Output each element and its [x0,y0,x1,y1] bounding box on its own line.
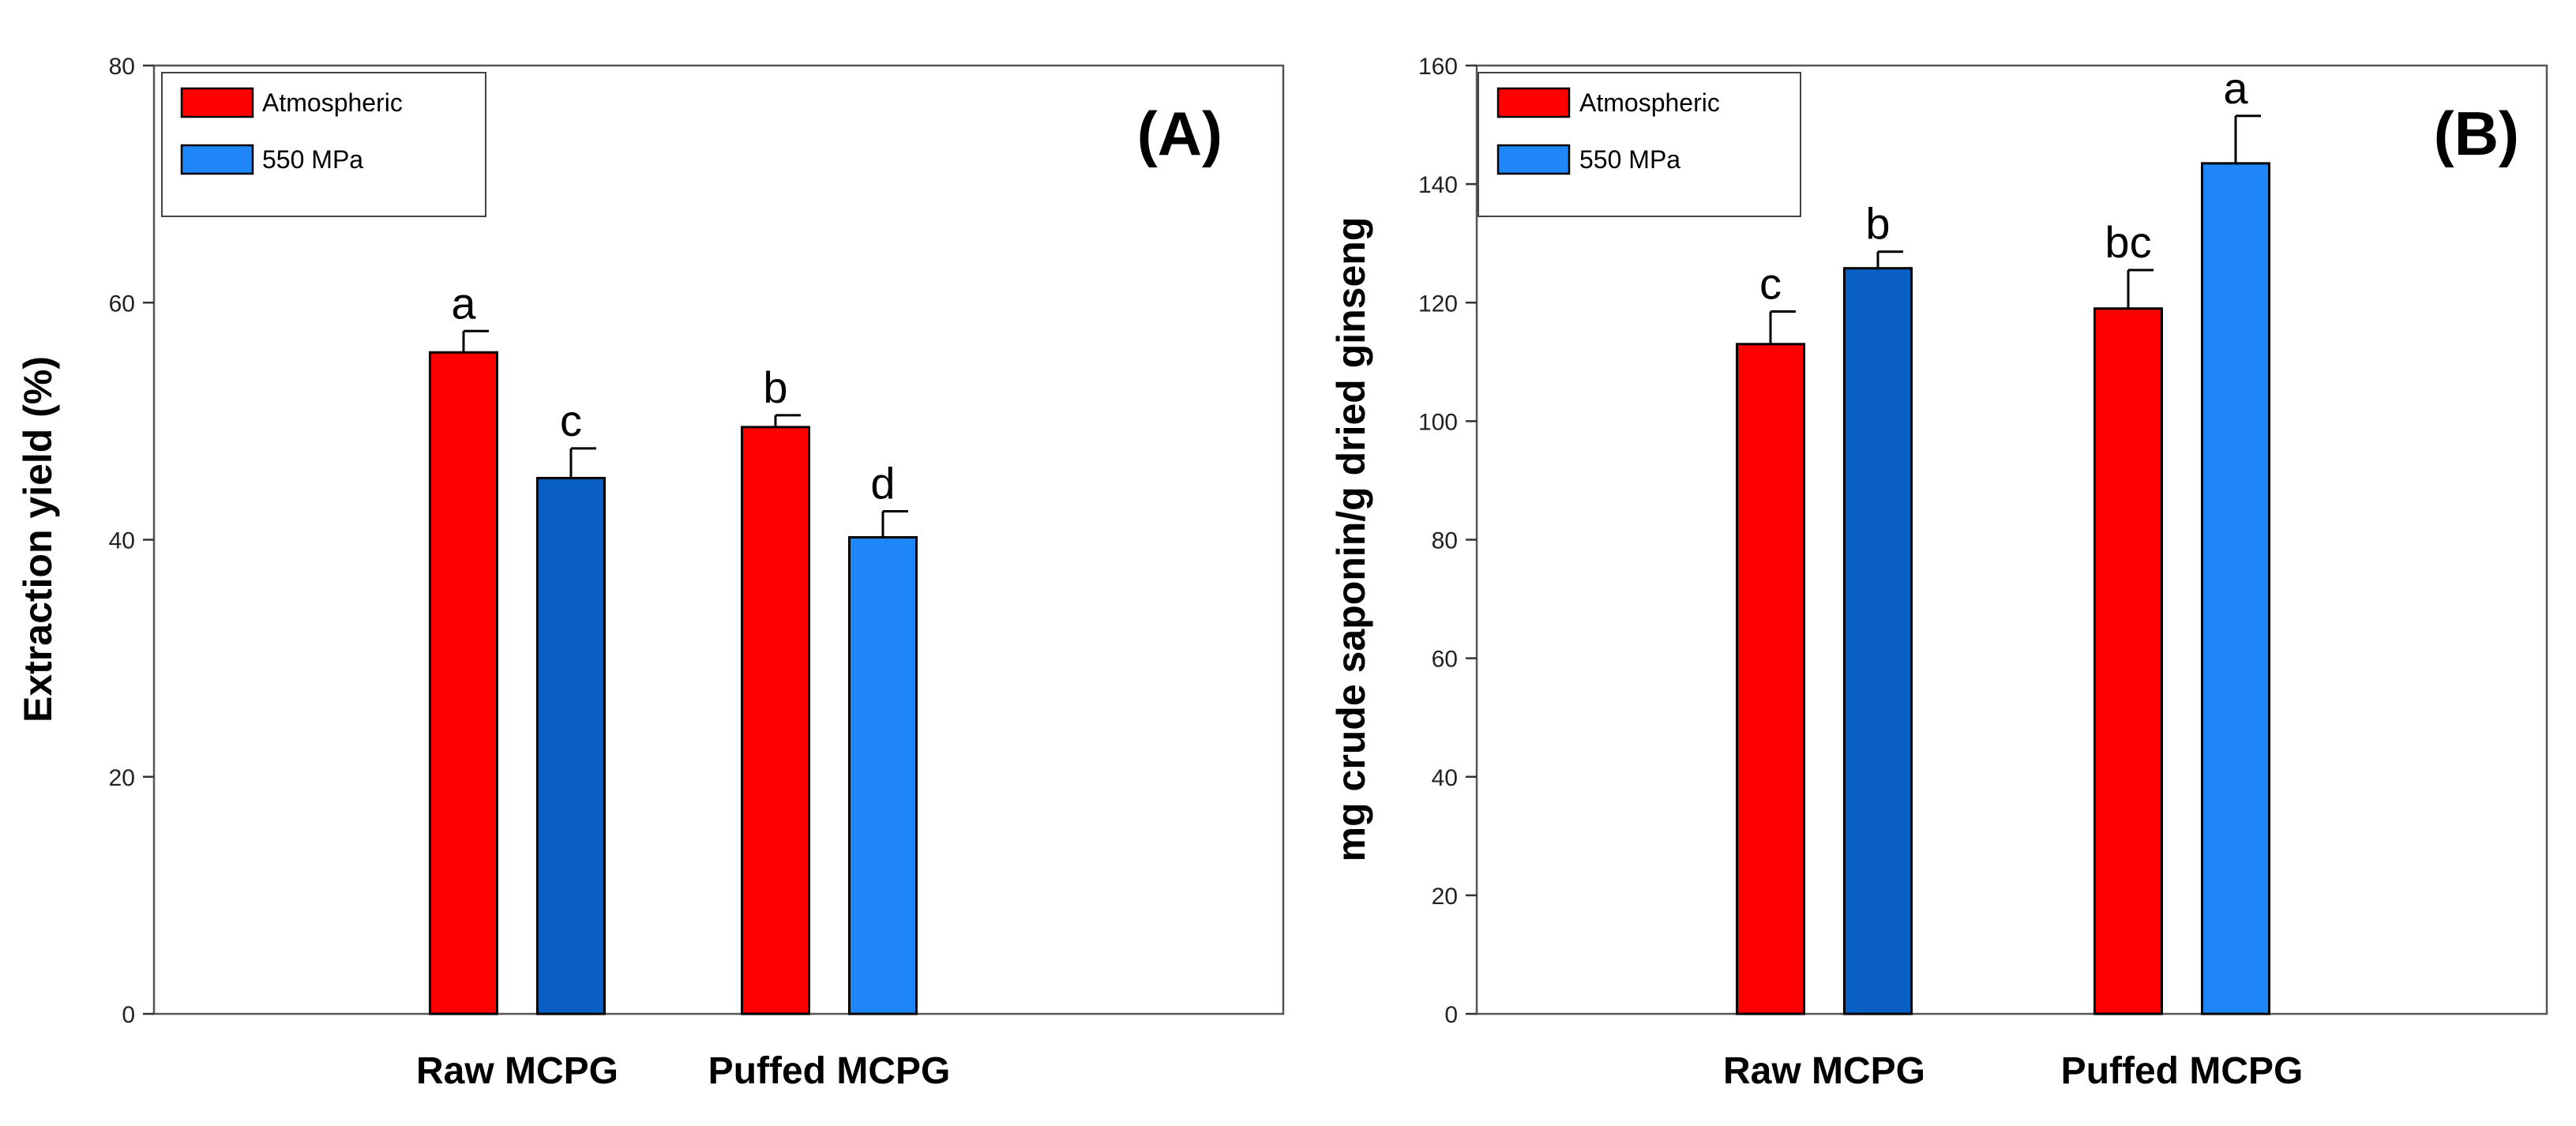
y-tick-label: 0 [1444,1002,1458,1028]
panel-label: (A) [1137,99,1222,168]
y-tick-label: 160 [1418,54,1458,80]
y-tick-label: 80 [109,54,135,80]
legend: Atmospheric 550 MPa [1478,72,1801,217]
y-tick-label: 120 [1418,291,1458,317]
y-tick-label: 100 [1418,409,1458,435]
y-axis-title: mg crude saponin/g dried ginseng [1329,217,1373,862]
legend-swatch [180,87,254,118]
legend: Atmospheric 550 MPa [161,72,486,217]
legend-swatch [1496,87,1571,118]
x-category-label: Raw MCPG [1723,1050,1925,1092]
y-axis-title: Extraction yield (%) [16,356,60,723]
bar [1736,343,1805,1015]
chart-panel-b: 0 20 40 60 80 100 120 140 160 mg crude saponin/g … [1329,54,2548,1092]
y-tick-label: 0 [122,1002,135,1028]
bar [536,476,606,1015]
significance-label: bc [2105,217,2151,267]
y-tick-label: 20 [1432,884,1458,910]
y-tick-label: 60 [1432,647,1458,673]
legend-label: Atmospheric [262,88,403,117]
y-tick-label: 140 [1418,172,1458,198]
y-tick-label: 80 [1432,528,1458,554]
y-tick-label: 60 [109,291,135,317]
bar [2201,162,2270,1015]
significance-label: b [763,362,787,412]
significance-label: a [2223,63,2248,113]
y-tick-label: 40 [1432,765,1458,791]
y-tick-label: 40 [109,528,135,554]
significance-label: a [451,278,476,328]
legend-label: Atmospheric [1579,88,1720,117]
bar [429,351,498,1015]
significance-label: c [1759,259,1782,309]
significance-label: b [1865,199,1890,249]
significance-label: c [560,396,582,445]
y-tick-label: 20 [109,765,135,791]
x-category-label: Puffed MCPG [708,1050,951,1092]
chart-panel-a: 0 20 40 60 80 Extraction yield (%) a c Raw MCPG b… [16,54,1285,1092]
bar [741,426,810,1015]
bar [848,535,918,1015]
bar [1843,267,1913,1015]
x-category-label: Puffed MCPG [2061,1050,2304,1092]
x-category-label: Raw MCPG [416,1050,618,1092]
significance-label: d [870,458,895,508]
legend-label: 550 MPa [1579,145,1680,174]
bar [2093,307,2163,1015]
panel-label: (B) [2434,99,2519,168]
legend-swatch [180,144,254,175]
legend-swatch [1496,144,1571,175]
legend-label: 550 MPa [262,145,363,174]
